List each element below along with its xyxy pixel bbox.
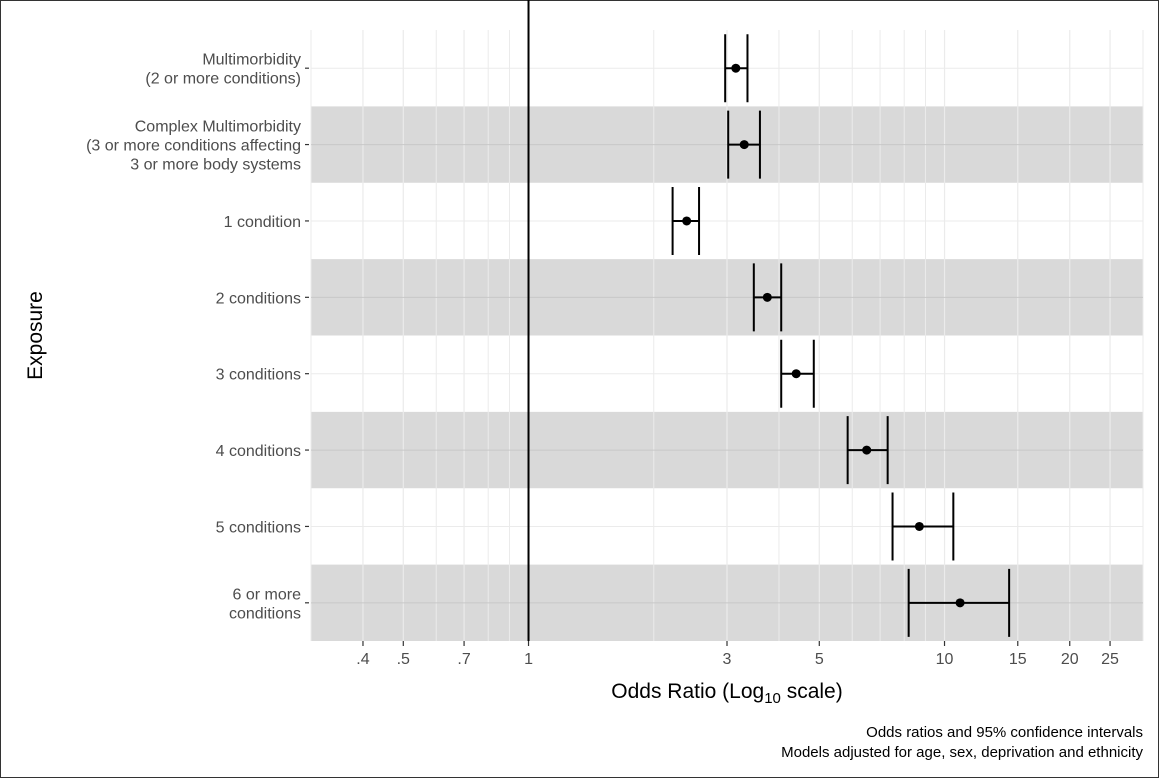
x-tick-label: 5 — [815, 651, 824, 668]
caption-line: Odds ratios and 95% confidence intervals — [866, 724, 1143, 741]
y-tick-label: (3 or more conditions affecting — [86, 138, 301, 155]
odds-ratio-point — [682, 216, 691, 225]
y-tick-label: 3 or more body systems — [130, 157, 301, 174]
estimate-row — [673, 187, 699, 255]
caption-line: Models adjusted for age, sex, deprivatio… — [781, 744, 1143, 761]
x-tick-label: 20 — [1061, 651, 1079, 668]
x-tick-label: .4 — [356, 651, 369, 668]
x-tick-label: 10 — [936, 651, 954, 668]
odds-ratio-point — [763, 293, 772, 302]
y-tick-label: conditions — [229, 605, 301, 622]
y-tick-label: 1 condition — [224, 214, 301, 231]
y-tick-label: (2 or more conditions) — [145, 71, 301, 88]
odds-ratio-point — [862, 446, 871, 455]
estimate-row — [725, 34, 747, 102]
x-axis-title-subscript: 10 — [764, 690, 781, 707]
x-tick-label: 1 — [524, 651, 533, 668]
estimate-row — [781, 340, 814, 408]
odds-ratio-point — [731, 64, 740, 73]
x-tick-label: 3 — [723, 651, 732, 668]
caption: Odds ratios and 95% confidence intervals… — [781, 724, 1143, 761]
y-tick-label: 3 conditions — [216, 367, 301, 384]
x-axis-title-main: Odds Ratio (Log — [611, 680, 764, 703]
x-tick-label: 25 — [1101, 651, 1119, 668]
x-axis-title: Odds Ratio (Log10 scale) — [611, 680, 842, 707]
y-tick-label: 6 or more — [233, 586, 302, 603]
gridlines — [311, 30, 1143, 641]
x-axis-title-tail: scale) — [781, 680, 843, 703]
y-tick-label: 5 conditions — [216, 519, 301, 536]
y-tick-label: Complex Multimorbidity — [135, 119, 301, 136]
y-tick-label: 4 conditions — [216, 443, 301, 460]
y-tick-label: 2 conditions — [216, 290, 301, 307]
y-axis: Multimorbidity (2 or more conditions) Comp… — [86, 52, 309, 623]
odds-ratio-point — [740, 140, 749, 149]
odds-ratio-point — [792, 369, 801, 378]
y-axis-title: Exposure — [24, 291, 47, 380]
x-tick-label: .5 — [397, 651, 410, 668]
odds-ratio-point — [956, 598, 965, 607]
y-tick-label: Multimorbidity — [202, 52, 301, 69]
x-tick-label: 15 — [1009, 651, 1027, 668]
x-tick-label: .7 — [457, 651, 470, 668]
x-axis: .4 .5 .7 1 3 5 10 15 20 25 — [356, 641, 1119, 668]
odds-ratio-point — [915, 522, 924, 531]
